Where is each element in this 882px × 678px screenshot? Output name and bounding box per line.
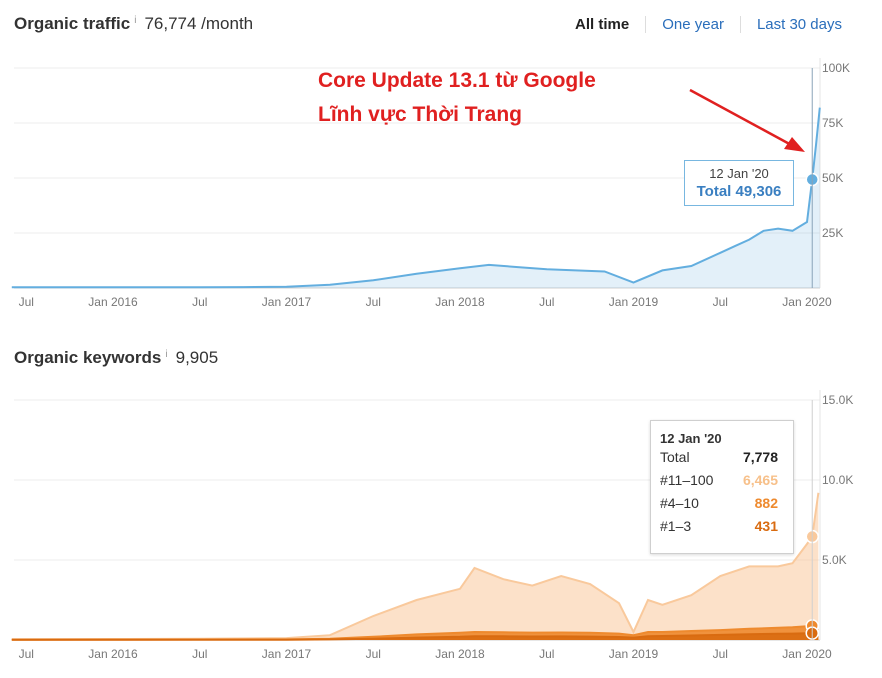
tooltip-row-11-100: #11–100 6,465: [660, 469, 778, 492]
x-tick-label: Jan 2017: [262, 295, 312, 309]
range-last-30-days[interactable]: Last 30 days: [739, 16, 842, 33]
keywords-tooltip: 12 Jan '20 Total 7,778 #11–100 6,465 #4–…: [650, 420, 794, 554]
tooltip-label: #4–10: [660, 495, 699, 511]
series-area-3: [11, 632, 819, 640]
x-tick-label: Jul: [366, 295, 381, 309]
x-tick-label: Jan 2020: [782, 295, 832, 309]
x-tick-label: Jul: [19, 295, 34, 309]
x-tick-label: Jan 2019: [609, 647, 659, 661]
tooltip-label: #1–3: [660, 518, 692, 534]
tooltip-label: #11–100: [660, 472, 714, 488]
annotation-arrow-head: [784, 137, 805, 152]
keywords-value: 9,905: [175, 348, 219, 367]
tooltip-value: 6,465: [742, 472, 778, 488]
x-tick-label: Jan 2018: [435, 295, 485, 309]
y-tick-label: 100K: [822, 61, 850, 75]
traffic-tooltip-date: 12 Jan '20: [709, 166, 769, 181]
series-line-3: [11, 631, 819, 641]
y-tick-label: 75K: [822, 116, 843, 130]
tooltip-value: 431: [754, 518, 778, 534]
core-update-annotation: Core Update 13.1 từ Google Lĩnh vực Thời…: [318, 64, 596, 132]
x-tick-label: Jul: [192, 647, 207, 661]
y-tick-label: 50K: [822, 171, 843, 185]
traffic-title: Organic traffic: [14, 14, 131, 33]
annotation-line-1: Core Update 13.1 từ Google: [318, 69, 596, 92]
y-tick-label: 15.0K: [822, 393, 853, 407]
x-tick-label: Jan 2019: [609, 295, 659, 309]
traffic-header: Organic traffic i 76,774 /month: [14, 14, 253, 34]
y-tick-label: 25K: [822, 226, 843, 240]
x-tick-label: Jul: [713, 295, 728, 309]
x-tick-label: Jan 2017: [262, 647, 312, 661]
x-tick-label: Jan 2016: [88, 647, 138, 661]
x-tick-label: Jul: [192, 295, 207, 309]
keywords-title: Organic keywords: [14, 348, 162, 367]
y-tick-label: 5.0K: [822, 553, 847, 567]
x-tick-label: Jul: [19, 647, 34, 661]
series-line-1: [11, 107, 821, 289]
traffic-value: 76,774 /month: [144, 14, 254, 33]
tooltip-row-1-3: #1–3 431: [660, 515, 778, 538]
x-tick-label: Jan 2018: [435, 647, 485, 661]
x-tick-label: Jan 2016: [88, 295, 138, 309]
annotation-line-2: Lĩnh vực Thời Trang: [318, 103, 522, 126]
tooltip-row-total: Total 7,778: [660, 446, 778, 469]
tooltip-label: Total: [660, 449, 690, 465]
series-area-1: [11, 107, 820, 288]
keywords-tooltip-date: 12 Jan '20: [660, 431, 722, 446]
keywords-info-icon[interactable]: i: [165, 349, 168, 360]
range-all-time[interactable]: All time: [575, 16, 630, 33]
x-tick-label: Jul: [539, 295, 554, 309]
tooltip-value: 7,778: [742, 449, 778, 465]
x-tick-label: Jul: [713, 647, 728, 661]
series-line-1: [11, 492, 820, 641]
keywords-header: Organic keywords i 9,905: [14, 348, 218, 368]
range-one-year[interactable]: One year: [645, 16, 740, 33]
x-tick-label: Jul: [539, 647, 554, 661]
annotation-arrow: [689, 88, 796, 149]
tooltip-row-4-10: #4–10 882: [660, 492, 778, 515]
traffic-info-icon[interactable]: i: [134, 15, 137, 26]
x-tick-label: Jan 2020: [782, 647, 832, 661]
x-tick-label: Jul: [366, 647, 381, 661]
tooltip-value: 882: [754, 495, 778, 511]
time-range-selector: All time One year Last 30 days: [559, 16, 842, 33]
series-area-1: [11, 492, 819, 640]
traffic-tooltip-total: Total 49,306: [696, 183, 782, 200]
y-tick-label: 10.0K: [822, 473, 853, 487]
traffic-tooltip: 12 Jan '20 Total 49,306: [684, 160, 794, 206]
